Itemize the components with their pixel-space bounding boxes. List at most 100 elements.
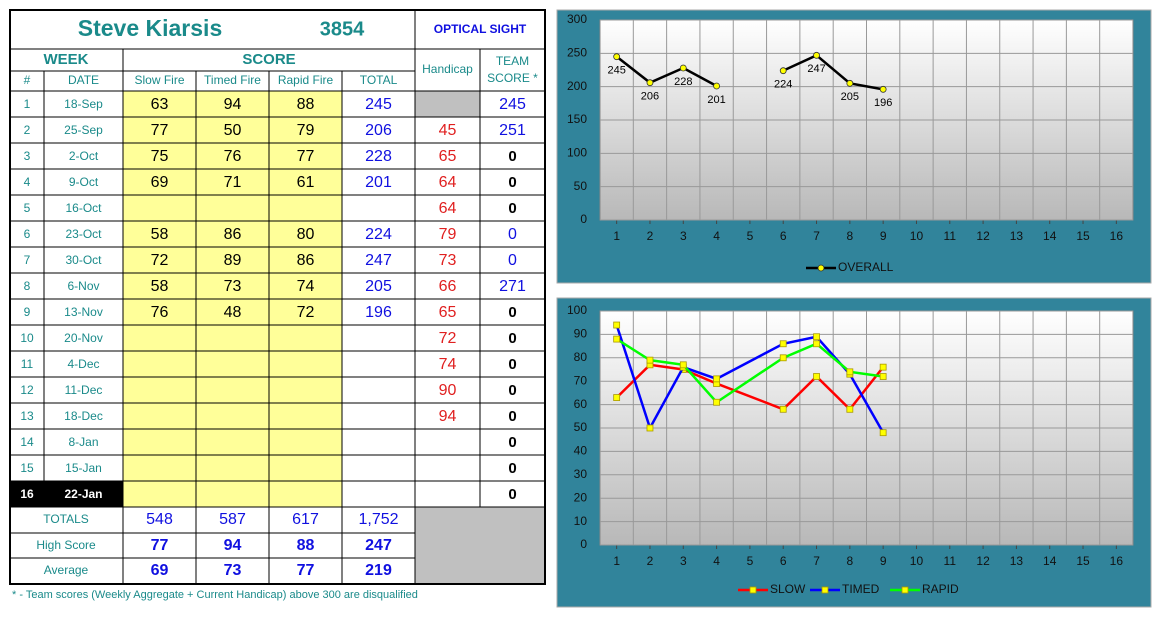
cell [43,428,124,456]
cell [268,480,343,508]
cell [195,272,270,300]
marker [779,340,787,348]
marker [646,79,654,87]
cell [43,116,124,144]
cell [414,116,481,144]
x-tick-label: 7 [813,229,820,243]
group-header: SCORE [242,51,295,68]
table-cell: 12 [20,383,34,397]
table-cell: 74 [439,356,457,373]
table-cell: 0 [508,408,516,425]
y-tick-label: 20 [574,490,588,504]
table-cell: 25-Sep [64,123,103,137]
marker [846,368,854,376]
data-label: 205 [841,91,859,103]
cell [341,220,416,248]
table-cell: 0 [508,460,516,477]
table-cell: 0 [508,486,516,503]
cell [414,454,481,482]
cell [195,480,270,508]
table-cell: 0 [508,304,516,321]
cell [122,272,197,300]
cell [122,557,197,585]
cell [268,532,343,560]
summary-value: 1,752 [358,511,398,528]
table-cell: 8-Jan [68,435,98,449]
table-cell: 50 [224,122,242,139]
legend-marker [749,586,757,594]
summary-value: 88 [297,537,315,554]
table-cell: 75 [151,148,169,165]
table-cell: 271 [499,278,526,295]
table-cell: 201 [365,174,392,191]
table-cell: 13 [20,409,34,423]
cell [195,557,270,585]
cell [195,220,270,248]
summary-value: 247 [365,537,392,554]
table-cell: 0 [508,434,516,451]
legend-label: RAPID [922,582,959,596]
table-cell: 6 [24,227,31,241]
cell [43,480,124,508]
cell [43,246,124,274]
y-tick-label: 100 [567,146,587,160]
marker [779,405,787,413]
cell [341,532,416,560]
table-cell: 86 [224,226,242,243]
table-cell: 0 [508,174,516,191]
table-cell: 88 [297,96,315,113]
cell [479,324,546,352]
table-cell: 58 [151,226,169,243]
table-cell: 80 [297,226,315,243]
table-cell: 77 [151,122,169,139]
x-tick-label: 6 [780,229,787,243]
cell [414,324,481,352]
x-tick-label: 4 [713,229,720,243]
cell [268,220,343,248]
table-cell: 14 [20,435,34,449]
marker [813,51,820,59]
legend-label: OVERALL [838,260,894,274]
table-cell: 0 [508,148,516,165]
table-cell: 90 [439,382,457,399]
marker [613,321,621,329]
table-cell: 196 [365,304,392,321]
cell [268,142,343,170]
y-tick-label: 90 [574,327,588,341]
summary-value: 73 [224,562,242,579]
column-header: Slow Fire [134,73,184,87]
series-line [615,53,884,91]
cell [479,298,546,326]
column-header: Rapid Fire [278,73,334,87]
footnote: * - Team scores (Weekly Aggregate + Curr… [12,589,418,601]
cell [414,168,481,196]
x-tick-label: 13 [1010,554,1024,568]
table-cell: 79 [439,226,457,243]
cell [341,376,416,404]
table-cell: 228 [365,148,392,165]
marker [879,373,887,380]
table-cell: 64 [439,200,457,217]
cell [341,324,416,352]
marker [713,398,720,406]
series-line [615,338,884,404]
group-header: WEEK [44,51,89,68]
y-tick-label: 250 [567,46,587,60]
summary-value: 77 [151,537,169,554]
marker [613,53,621,61]
table-cell: 11 [21,357,34,371]
column-header: Handicap [422,62,473,76]
x-tick-label: 3 [680,229,687,243]
table-cell: 58 [151,278,169,295]
data-label: 206 [641,91,659,103]
marker [613,394,621,401]
legend-marker [817,264,825,272]
legend-label: TIMED [842,582,880,596]
y-tick-label: 70 [574,373,588,387]
series-line [615,363,885,412]
column-header: Timed Fire [204,73,261,87]
table-cell: 86 [297,252,315,269]
table-cell: 72 [439,330,457,347]
summary-label: TOTALS [43,512,89,526]
cell [122,532,197,560]
